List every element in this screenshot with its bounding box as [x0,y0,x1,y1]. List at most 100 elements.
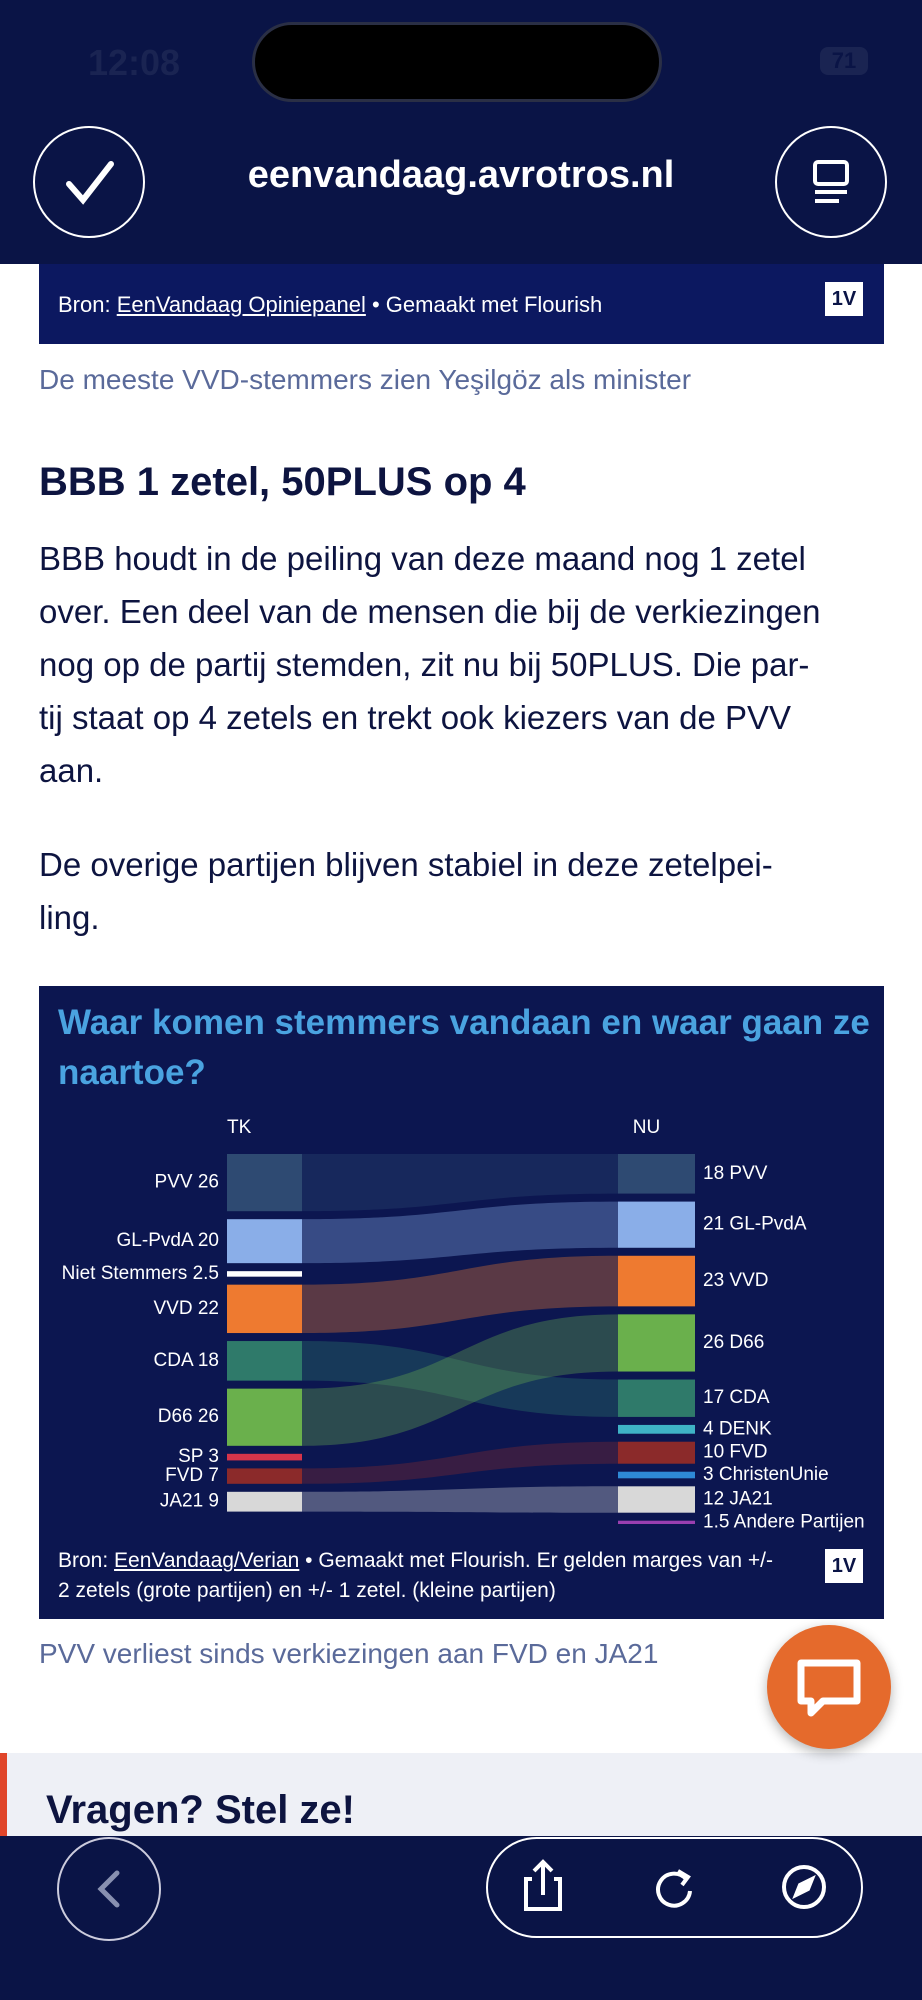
paragraph-line: BBB houdt in de peiling van deze maand n… [39,540,806,577]
paragraph-line: tij staat op 4 zetels en trekt ook kieze… [39,699,792,736]
right-node [618,1314,695,1372]
caption: De meeste VVD-stemmers zien Yeşilgöz als… [39,364,692,395]
node-value: 26 [198,1172,219,1193]
node-value: 23 [703,1270,724,1291]
right-node-label: 21 GL-PvdA [703,1214,807,1235]
right-node-label: 3 ChristenUnie [703,1464,829,1485]
right-node-label: 23 VVD [703,1270,769,1291]
flow [302,1255,618,1334]
left-node-label: GL-PvdA 20 [117,1230,219,1251]
node-name: FVD [729,1442,767,1463]
node-name: CDA [154,1350,194,1371]
right-node-label: 10 FVD [703,1442,767,1463]
battery: 71 [820,47,868,75]
node-name: DENK [719,1418,772,1439]
paragraph-line: over. Een deel van de mensen die bij de … [39,593,821,630]
right-node [618,1379,695,1417]
check-icon [66,161,114,205]
dynamic-island [252,22,662,102]
left-node [227,1491,302,1512]
node-name: GL-PvdA [729,1214,806,1235]
node-value: 26 [703,1332,724,1353]
source-suffix: • Gemaakt met Flourish [371,292,603,317]
node-name: VVD [729,1270,768,1291]
caption: PVV verliest sinds verkiezingen aan FVD … [39,1638,659,1669]
node-value: 9 [208,1491,219,1512]
node-value: 18 [703,1163,724,1184]
chart-source: Bron: EenVandaag/Verian • Gemaakt met Fl… [58,1546,788,1606]
right-node [618,1441,695,1464]
right-node [618,1154,695,1194]
node-value: 17 [703,1387,724,1408]
right-node [618,1486,695,1513]
left-node-label: JA21 9 [160,1491,219,1512]
logo: 1V [825,1549,863,1583]
flows [302,1154,618,1513]
source-link[interactable]: EenVandaag/Verian [114,1549,300,1572]
source-prefix: Bron: [58,292,111,317]
source: Bron: EenVandaag Opiniepanel • Gemaakt m… [58,292,602,318]
left-node-label: CDA 18 [154,1350,220,1371]
paragraph-line: nog op de partij stemden, zit nu bij 50P… [39,646,810,683]
share-icon[interactable] [524,1859,562,1911]
flow [302,1341,618,1417]
flow [302,1314,618,1446]
compass-icon[interactable] [782,1865,826,1909]
left-node [227,1341,302,1381]
left-node [227,1154,302,1212]
node-name: SP [178,1446,203,1467]
node-name: JA21 [729,1489,772,1510]
right-node [618,1520,695,1524]
right-node-label: 26 D66 [703,1332,764,1353]
flow [302,1154,618,1212]
flow [302,1441,618,1484]
paragraph: De overige partijen blijven stabiel in d… [39,838,773,944]
right-node [618,1201,695,1248]
node-value: 1.5 [703,1511,729,1532]
node-name: Niet Stemmers [62,1263,188,1284]
chart-title: Waar komen stemmers vandaan en waar gaan… [58,1003,870,1092]
left-node [227,1271,302,1277]
reader-icon [813,160,849,203]
left-node-label: D66 26 [158,1406,219,1427]
source-link[interactable]: EenVandaag Opiniepanel [116,292,366,317]
reader-button[interactable] [775,126,887,238]
left-node [227,1219,302,1264]
left-header: TK [227,1117,252,1138]
left-node-label: FVD 7 [165,1465,219,1486]
right-node-label: 4 DENK [703,1418,772,1439]
help-section [0,1753,922,1843]
done-button[interactable] [33,126,145,238]
node-name: PVV [729,1163,767,1184]
node-name: D66 [729,1332,764,1353]
browser-toolbar [0,1836,922,2000]
paragraph-line: aan. [39,752,104,789]
node-name: PVV [155,1172,193,1193]
left-node [227,1284,302,1334]
node-name: Andere Partijen [734,1511,865,1532]
right-node-label: 18 PVV [703,1163,768,1184]
node-value: 18 [198,1350,219,1371]
right-node [618,1424,695,1434]
back-button[interactable] [57,1837,161,1941]
accent-bar [0,1753,7,1843]
node-name: FVD [165,1465,203,1486]
left-node-label: Niet Stemmers 2.5 [62,1263,219,1284]
right-node-label: 1.5 Andere Partijen [703,1511,865,1532]
paragraph-line: ling. [39,899,100,936]
node-value: 12 [703,1489,724,1510]
chat-button[interactable] [767,1625,891,1749]
left-node-label: VVD 22 [154,1298,220,1319]
node-value: 21 [703,1214,724,1235]
left-node-label: PVV 26 [155,1172,219,1193]
left-node [227,1468,302,1484]
reload-icon[interactable] [656,1869,692,1908]
url[interactable]: eenvandaag.avrotros.nl [247,154,675,196]
left-node-label: SP 3 [178,1446,219,1467]
source-text: • Gemaakt met Flourish. Er gelden marges… [58,1549,773,1602]
node-name: CDA [729,1387,769,1408]
toolbar-pill [486,1837,863,1938]
chart-card: Waar komen stemmers vandaan en waar gaan… [39,986,884,1619]
chat-icon [797,1659,861,1717]
